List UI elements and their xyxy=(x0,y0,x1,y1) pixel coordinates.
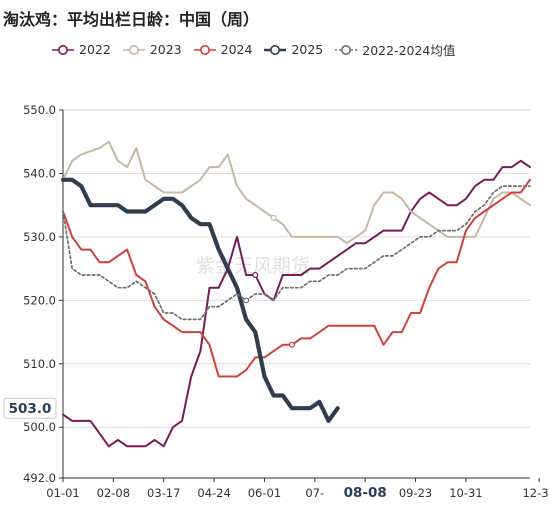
y-tick-label: 510.0 xyxy=(23,357,56,371)
legend-item-2023[interactable]: 2023 xyxy=(122,40,182,59)
series-line-2024 xyxy=(62,178,531,378)
series-marker xyxy=(252,271,259,278)
legend[interactable]: 2022 2023 2024 2025 2022-2024均值 xyxy=(52,40,467,59)
series-marker xyxy=(288,341,295,348)
x-tick-label: 07- xyxy=(305,486,324,500)
legend-item-2025[interactable]: 2025 xyxy=(264,40,323,59)
x-tick-label: 10-31 xyxy=(449,486,482,500)
series-line-2023 xyxy=(62,140,531,245)
y-tick-label: 500.0 xyxy=(23,420,56,434)
legend-swatch-icon xyxy=(52,44,74,55)
series-line-2025 xyxy=(60,177,340,423)
legend-swatch-icon xyxy=(335,44,358,55)
legend-swatch-icon xyxy=(264,44,287,55)
x-tick-label: 06-01 xyxy=(248,486,281,500)
legend-label: 2022 xyxy=(79,42,111,57)
x-tick-label: 08-08 xyxy=(344,485,387,501)
legend-swatch-icon xyxy=(193,44,216,55)
series-line-2022-2024均值 xyxy=(62,185,531,321)
legend-item-2022-2024均值[interactable]: 2022-2024均值 xyxy=(335,40,455,59)
y-tick-label: 550.0 xyxy=(23,103,56,117)
y-tick-label: 520.0 xyxy=(23,293,56,307)
x-tick-label: 01-01 xyxy=(46,486,79,500)
x-tick-label: 03-17 xyxy=(147,486,180,500)
x-tick-label: 02-08 xyxy=(97,486,130,500)
x-tick-label: 09-23 xyxy=(399,486,432,500)
y-highlight-label: 503.0 xyxy=(9,401,52,417)
y-highlight-box xyxy=(3,397,57,419)
series-line-2022 xyxy=(62,159,531,448)
chart-title: 淘汰鸡：平均出栏日龄：中国（周） xyxy=(3,10,260,29)
legend-label: 2025 xyxy=(291,42,324,57)
legend-item-2022[interactable]: 2022 xyxy=(52,40,111,59)
legend-label: 2022-2024均值 xyxy=(362,43,456,58)
x-tick-label: 12-31 xyxy=(522,486,549,500)
x-tick-label: 04-24 xyxy=(197,486,230,500)
series-marker xyxy=(270,214,277,221)
legend-swatch-icon xyxy=(122,44,145,55)
series-marker xyxy=(243,297,250,304)
y-tick-label: 540.0 xyxy=(23,166,56,180)
y-tick-label: 492.0 xyxy=(23,471,56,485)
y-tick-label: 530.0 xyxy=(23,230,56,244)
legend-label: 2024 xyxy=(220,42,253,57)
legend-item-2024[interactable]: 2024 xyxy=(193,40,253,59)
legend-label: 2023 xyxy=(149,42,182,57)
